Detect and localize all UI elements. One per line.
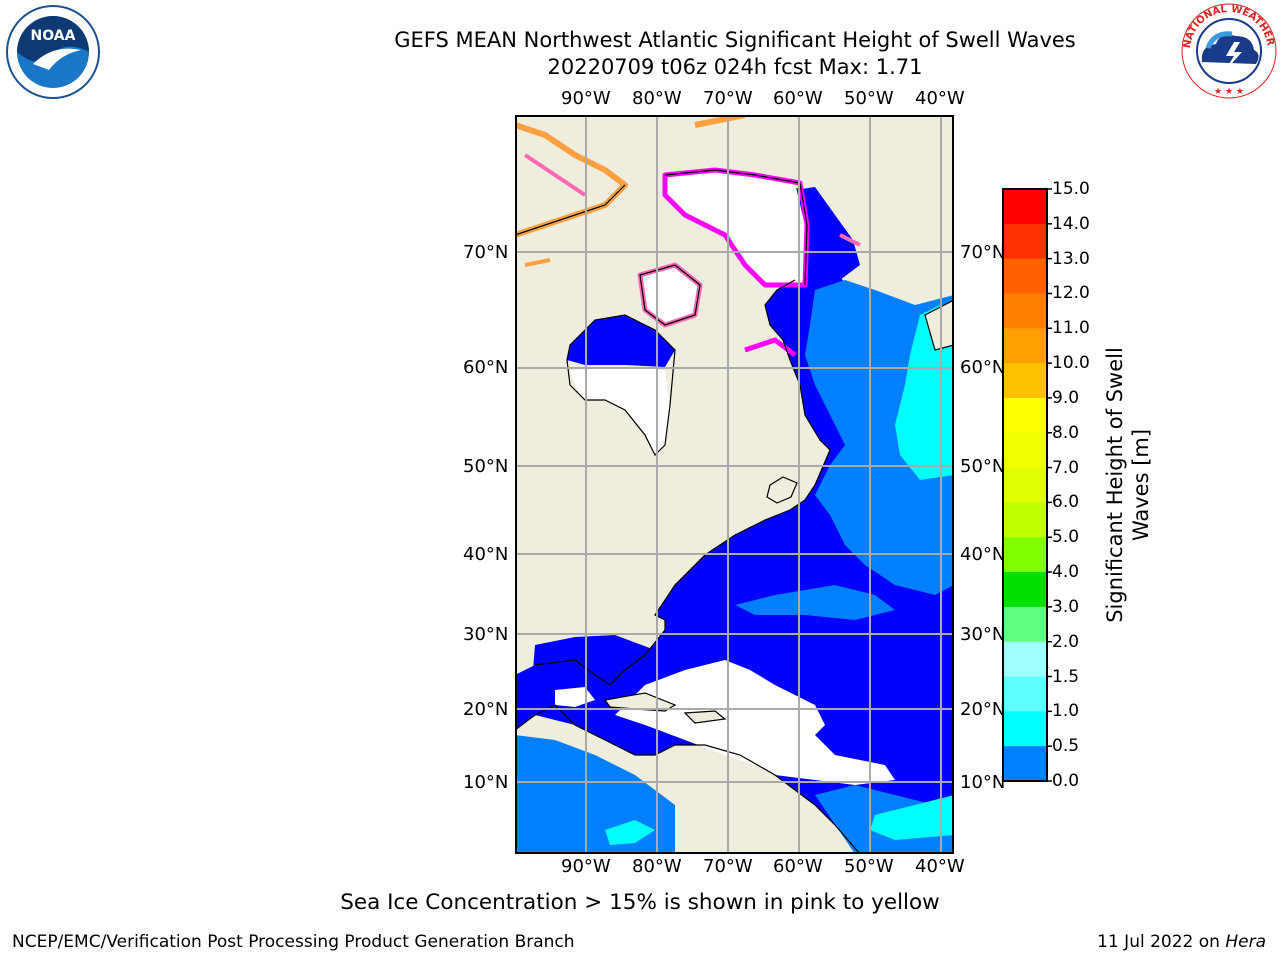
- colorbar-tick-label: 12.0: [1052, 283, 1090, 304]
- colorbar-tick-label: 0.5: [1052, 736, 1080, 757]
- colorbar-swatch: [1003, 502, 1047, 538]
- lat-label-right-60n: 60°N: [960, 357, 1006, 378]
- nws-logo: NATIONAL WEATHER SERVICE ★ ★ ★: [1180, 2, 1277, 99]
- lon-label-top-60w: 60°W: [773, 88, 823, 109]
- lat-label-left-60n: 60°N: [463, 357, 509, 378]
- colorbar-tick-label: 10.0: [1052, 353, 1090, 374]
- colorbar-swatch: [1003, 676, 1047, 712]
- lon-label-bottom-70w: 70°W: [703, 856, 753, 877]
- svg-text:★ ★ ★: ★ ★ ★: [1214, 87, 1244, 97]
- colorbar-swatch: [1003, 293, 1047, 329]
- colorbar-tick-label: 0.0: [1052, 771, 1080, 791]
- lon-label-top-90w: 90°W: [561, 88, 611, 109]
- colorbar-swatch: [1003, 537, 1047, 573]
- lon-label-top-70w: 70°W: [703, 88, 753, 109]
- lat-label-right-10n: 10°N: [960, 772, 1006, 793]
- hudson-bay: [567, 315, 675, 367]
- colorbar-tick-label: 14.0: [1052, 213, 1090, 234]
- colorbar-swatch: [1003, 641, 1047, 678]
- colorbar-swatch: [1003, 328, 1047, 364]
- chart-subtitle: 20220709 t06z 024h fcst Max: 1.71: [547, 55, 923, 79]
- colorbar-tick-label: 4.0: [1052, 562, 1080, 583]
- lon-label-bottom-50w: 50°W: [844, 856, 894, 877]
- svg-text:NOAA: NOAA: [31, 28, 76, 44]
- lon-label-top-50w: 50°W: [844, 88, 894, 109]
- footer-credit: NCEP/EMC/Verification Post Processing Pr…: [12, 932, 575, 952]
- colorbar-swatch: [1003, 467, 1047, 503]
- map-panel: [515, 115, 954, 854]
- lat-label-left-20n: 20°N: [463, 699, 509, 720]
- colorbar-tick-label: 9.0: [1052, 387, 1080, 408]
- lat-label-right-50n: 50°N: [960, 456, 1006, 477]
- colorbar-tick-label: 6.0: [1052, 492, 1080, 513]
- colorbar-tick-label: 11.0: [1052, 318, 1090, 339]
- lat-label-right-40n: 40°N: [960, 544, 1006, 565]
- colorbar-swatch: [1003, 606, 1047, 643]
- lat-label-right-20n: 20°N: [960, 699, 1006, 720]
- colorbar-tick-label: 13.0: [1052, 248, 1090, 269]
- colorbar: [1002, 188, 1052, 782]
- colorbar-tick-label: 1.0: [1052, 701, 1080, 722]
- lon-label-bottom-80w: 80°W: [632, 856, 682, 877]
- lat-label-right-30n: 30°N: [960, 624, 1006, 645]
- colorbar-swatch: [1003, 189, 1047, 225]
- colorbar-tick-label: 5.0: [1052, 527, 1080, 548]
- colorbar-swatch: [1003, 397, 1047, 434]
- colorbar-swatch: [1003, 746, 1047, 782]
- colorbar-swatch: [1003, 363, 1047, 399]
- lat-label-right-70n: 70°N: [960, 242, 1006, 263]
- lat-label-left-40n: 40°N: [463, 544, 509, 565]
- lon-label-top-40w: 40°W: [915, 88, 965, 109]
- colorbar-label: Significant Height of Swell Waves [m]: [1103, 347, 1153, 623]
- lon-label-top-80w: 80°W: [632, 88, 682, 109]
- colorbar-swatch: [1003, 223, 1047, 260]
- lon-label-bottom-40w: 40°W: [915, 856, 965, 877]
- graticule: [515, 115, 954, 854]
- colorbar-swatch: [1003, 258, 1047, 294]
- colorbar-swatch: [1003, 711, 1047, 747]
- colorbar-tick-label: 8.0: [1052, 422, 1080, 443]
- lat-label-left-50n: 50°N: [463, 456, 509, 477]
- lon-label-bottom-90w: 90°W: [561, 856, 611, 877]
- noaa-logo: NOAA: [6, 5, 100, 99]
- colorbar-swatch: [1003, 572, 1047, 608]
- lat-label-left-70n: 70°N: [463, 242, 509, 263]
- lon-label-bottom-60w: 60°W: [773, 856, 823, 877]
- footer-host: Hera: [1225, 932, 1266, 952]
- lat-label-left-10n: 10°N: [463, 772, 509, 793]
- chart-title: GEFS MEAN Northwest Atlantic Significant…: [394, 28, 1076, 52]
- coastlines: [515, 169, 861, 854]
- colorbar-tick-label: 2.0: [1052, 631, 1080, 652]
- colorbar-swatch: [1003, 432, 1047, 469]
- colorbar-tick-label: 1.5: [1052, 666, 1080, 687]
- colorbar-tick-label: 7.0: [1052, 457, 1080, 478]
- colorbar-tick-label: 3.0: [1052, 596, 1080, 617]
- lat-label-left-30n: 30°N: [463, 624, 509, 645]
- footer-date: 11 Jul 2022 on Hera: [1097, 932, 1266, 952]
- sea-ice-note: Sea Ice Concentration > 15% is shown in …: [340, 890, 940, 915]
- colorbar-tick-label: 15.0: [1052, 179, 1090, 199]
